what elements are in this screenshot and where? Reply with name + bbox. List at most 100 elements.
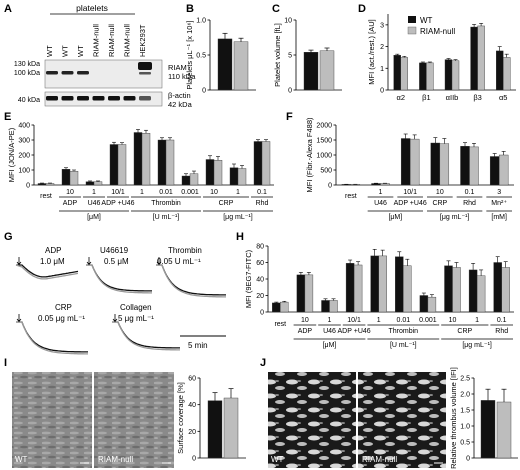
bar xyxy=(370,255,379,313)
panel-letter-f: F xyxy=(286,111,293,123)
y-axis-label: MFI (Fibr.-Alexa F488) xyxy=(305,117,314,193)
bar xyxy=(261,141,271,186)
bar xyxy=(181,175,191,186)
x-tick-label: α5 xyxy=(499,93,508,102)
panel-j-images: WT RIAM-null xyxy=(268,372,446,468)
actin-band xyxy=(123,96,136,101)
scale-bar-label: 5 min xyxy=(188,341,208,350)
y-tick-label: 300 xyxy=(18,138,30,145)
unit-label: [μM] xyxy=(323,342,337,349)
dose-label: 10 xyxy=(436,189,444,196)
bar xyxy=(319,50,335,91)
unit-label: [U mL⁻¹] xyxy=(153,214,180,221)
y-axis-label: MFI (act./rest.) [AU] xyxy=(367,19,376,84)
y-tick-label: 60 xyxy=(256,260,264,267)
platelets-label: platelets xyxy=(76,3,108,13)
lane-label: WT xyxy=(45,45,54,57)
unit-label: [μg mL⁻¹] xyxy=(223,214,253,221)
dose-label: 0.1 xyxy=(257,189,267,196)
group-label: CRP xyxy=(457,328,472,335)
group-label: ADP +U46 xyxy=(338,328,371,335)
y-tick-label: 1.0 xyxy=(460,424,470,431)
agonist-arrow xyxy=(86,257,92,266)
y-tick-label: 10 xyxy=(284,18,292,25)
aggregation-trace xyxy=(156,264,226,296)
bar xyxy=(117,144,127,186)
trace-thrombin-dose: 0.05 U mL⁻¹ xyxy=(157,257,201,266)
y-tick-label: 0 xyxy=(466,456,470,463)
panel-letter-b: B xyxy=(186,3,194,15)
band-label-actin: β-actin xyxy=(168,91,191,100)
aggregation-trace xyxy=(156,264,226,298)
aggregation-trace xyxy=(16,264,79,278)
group-label: CRP xyxy=(432,200,447,207)
legend-wt: WT xyxy=(420,16,433,25)
bar xyxy=(109,144,119,186)
bar xyxy=(489,156,500,186)
riam-band xyxy=(77,71,89,75)
group-label: U46 xyxy=(323,328,336,335)
dose-label: 1 xyxy=(377,317,381,324)
bar xyxy=(304,274,314,313)
marker-40: 40 kDa xyxy=(18,97,40,104)
y-axis-label: Platelet volume [fL] xyxy=(273,23,282,87)
dose-label: 10/1 xyxy=(111,189,125,196)
panel-g: ADP 1.0 μM U46619 0.5 μM Thrombin 0.05 U… xyxy=(15,246,226,355)
dose-label: 10 xyxy=(449,317,457,324)
dose-label: 10 xyxy=(66,189,74,196)
trace-crp-dose: 0.05 μg mL⁻¹ xyxy=(38,314,85,323)
group-label: ADP +U46 xyxy=(394,200,427,207)
x-tick-label: β3 xyxy=(473,93,482,102)
panel-letter-c: C xyxy=(272,3,280,15)
bar xyxy=(253,141,263,186)
bar xyxy=(93,181,103,186)
legend-wt-swatch xyxy=(408,16,416,23)
x-tick-label: αIIb xyxy=(446,93,459,102)
group-label: ADP xyxy=(298,328,313,335)
band-size-actin: 42 kDa xyxy=(168,100,193,109)
y-tick-label: 2.5 xyxy=(460,376,470,383)
bar xyxy=(133,132,143,186)
dose-label: 10 xyxy=(210,189,218,196)
unit-label: [μM] xyxy=(87,214,101,221)
y-tick-label: 0.5 xyxy=(460,440,470,447)
bar xyxy=(498,154,509,186)
y-axis-label: MFI (9EG7-FITC) xyxy=(244,249,253,308)
legend-riam-swatch xyxy=(407,26,417,35)
lane-label: RIAM-null xyxy=(123,24,132,57)
y-tick-label: 1000 xyxy=(316,153,332,160)
bar xyxy=(233,41,249,91)
legend-riam: RIAM-null xyxy=(420,27,455,36)
bar xyxy=(477,25,485,91)
band-label-riam: RIAM xyxy=(168,63,187,72)
dose-label: 10/1 xyxy=(347,317,361,324)
unit-label: [μM] xyxy=(388,214,402,221)
bar xyxy=(157,139,167,186)
aggregation-trace xyxy=(15,264,79,280)
y-tick-label: 1 xyxy=(380,66,384,73)
aggregation-trace xyxy=(16,321,88,353)
group-label: Rhd xyxy=(256,200,269,207)
bar xyxy=(345,263,355,313)
actin-band xyxy=(61,96,74,101)
dose-label: 0.001 xyxy=(181,189,199,196)
bar xyxy=(378,255,387,313)
bar xyxy=(452,267,461,313)
bar xyxy=(141,133,151,186)
group-label: Mn²⁺ xyxy=(491,200,507,207)
image-label-riam-j: RIAM-null xyxy=(362,455,397,464)
y-tick-label: 40 xyxy=(188,402,196,409)
dose-label: 1 xyxy=(140,189,144,196)
bar xyxy=(469,146,479,186)
trace-collagen-agonist: Collagen xyxy=(120,303,152,312)
aggregation-traces xyxy=(15,257,226,355)
panel-letter-e: E xyxy=(4,111,11,123)
dose-label: 1 xyxy=(475,317,479,324)
y-tick-label: 0 xyxy=(192,456,196,463)
bar xyxy=(444,59,453,91)
aggregation-trace xyxy=(86,264,152,292)
trace-crp-agonist: CRP xyxy=(55,303,72,312)
bar xyxy=(400,138,411,186)
